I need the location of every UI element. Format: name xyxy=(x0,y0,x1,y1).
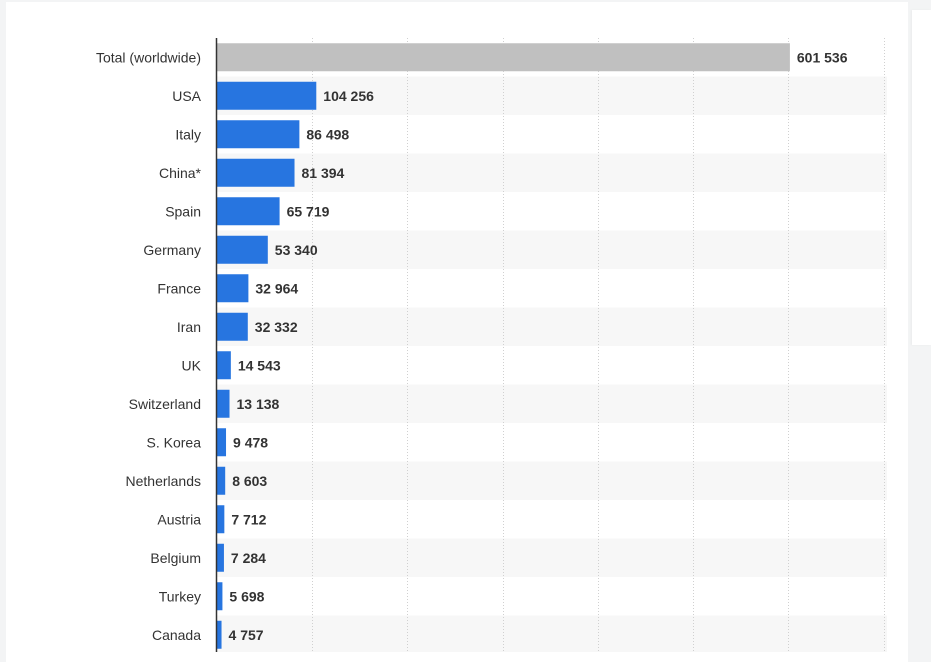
bar xyxy=(217,235,268,264)
value-label: 86 498 xyxy=(306,126,349,142)
bar xyxy=(217,582,223,611)
category-label: Austria xyxy=(157,511,201,527)
bar xyxy=(217,543,224,572)
bar xyxy=(217,389,230,418)
row-stripe xyxy=(217,153,887,192)
value-label: 4 757 xyxy=(229,627,264,643)
category-label: Netherlands xyxy=(126,473,202,489)
bar xyxy=(217,158,295,187)
bar xyxy=(217,120,300,149)
category-label: Canada xyxy=(152,627,201,643)
value-label: 53 340 xyxy=(275,242,318,258)
category-label: Iran xyxy=(177,319,201,335)
value-label: 5 698 xyxy=(229,588,264,604)
value-label: 65 719 xyxy=(287,203,330,219)
category-label: UK xyxy=(182,357,202,373)
row-stripe xyxy=(217,76,887,115)
value-label: 7 712 xyxy=(231,511,266,527)
value-label: 32 964 xyxy=(255,280,298,296)
bar xyxy=(217,312,248,341)
value-label: 14 543 xyxy=(238,357,281,373)
bar xyxy=(217,197,280,226)
category-labels: Total (worldwide) USA Italy China* Spain Germ… xyxy=(96,49,202,643)
category-label: Germany xyxy=(143,242,201,258)
bars xyxy=(217,43,790,649)
category-label: S. Korea xyxy=(147,434,202,450)
bar xyxy=(217,81,317,110)
value-label: 81 394 xyxy=(302,165,345,181)
value-label: 9 478 xyxy=(233,434,268,450)
category-label: Italy xyxy=(175,126,201,142)
gridlines xyxy=(312,38,885,652)
bar xyxy=(217,620,222,649)
row-stripes xyxy=(217,76,887,652)
row-stripe xyxy=(217,615,887,652)
row-stripe xyxy=(217,230,887,269)
category-label: USA xyxy=(172,88,201,104)
category-label: Belgium xyxy=(150,550,201,566)
bar xyxy=(217,43,790,72)
category-label: Turkey xyxy=(159,588,201,604)
value-label: 7 284 xyxy=(231,550,266,566)
bar xyxy=(217,466,226,495)
bar xyxy=(217,505,225,534)
category-label: Spain xyxy=(165,203,201,219)
row-stripe xyxy=(217,307,887,346)
category-label: France xyxy=(157,280,201,296)
value-label: 104 256 xyxy=(323,88,374,104)
category-label: China* xyxy=(159,165,202,181)
value-label: 8 603 xyxy=(232,473,267,489)
row-stripe xyxy=(217,384,887,423)
bar xyxy=(217,351,231,380)
value-label: 601 536 xyxy=(797,49,848,65)
category-label: Switzerland xyxy=(129,396,201,412)
value-labels: 601 536 104 256 86 498 81 394 65 719 53 340 32… xyxy=(229,49,848,643)
bar xyxy=(217,428,227,457)
row-stripe xyxy=(217,461,887,500)
row-stripe xyxy=(217,538,887,577)
value-label: 32 332 xyxy=(255,319,298,335)
value-label: 13 138 xyxy=(237,396,280,412)
category-label: Total (worldwide) xyxy=(96,49,201,65)
bar xyxy=(217,274,249,303)
side-panel-edge xyxy=(912,10,931,345)
